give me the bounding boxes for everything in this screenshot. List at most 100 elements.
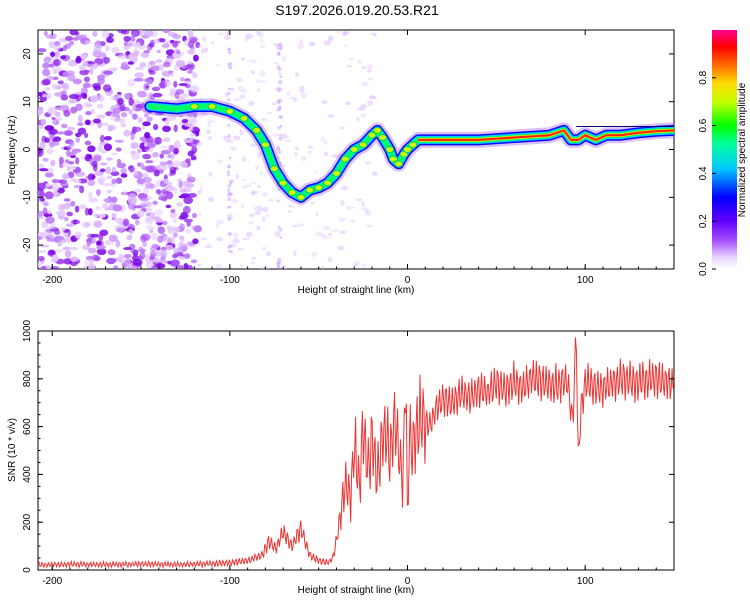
noise-speckle: [142, 146, 150, 150]
noise-speckle: [327, 114, 335, 119]
noise-speckle: [54, 117, 63, 121]
noise-speckle: [58, 156, 64, 165]
noise-speckle: [66, 211, 74, 217]
noise-speckle: [100, 162, 108, 166]
noise-speckle: [122, 218, 130, 227]
noise-speckle: [281, 55, 287, 62]
noise-speckle: [184, 122, 193, 127]
noise-speckle: [82, 82, 92, 89]
noise-speckle: [277, 156, 280, 160]
noise-speckle: [183, 196, 194, 205]
noise-speckle: [279, 236, 283, 239]
noise-speckle: [274, 231, 281, 237]
noise-speckle: [260, 38, 264, 44]
noise-speckle: [80, 92, 88, 99]
noise-speckle: [341, 187, 350, 190]
noise-speckle: [276, 264, 280, 268]
noise-speckle: [68, 161, 75, 165]
noise-speckle: [188, 192, 198, 198]
noise-speckle: [290, 96, 296, 100]
noise-speckle: [38, 191, 46, 198]
noise-speckle: [139, 234, 147, 243]
noise-speckle: [248, 100, 255, 107]
noise-speckle: [123, 45, 130, 51]
noise-speckle: [227, 91, 231, 96]
top-x-tick-label: -100: [220, 275, 240, 286]
noise-speckle: [210, 41, 214, 45]
noise-speckle: [182, 205, 191, 214]
noise-speckle: [118, 253, 124, 260]
noise-speckle: [67, 73, 76, 82]
noise-speckle: [74, 231, 82, 239]
noise-speckle: [143, 83, 150, 91]
noise-speckle: [233, 98, 242, 101]
noise-speckle: [123, 35, 131, 42]
noise-speckle: [355, 198, 363, 201]
noise-speckle: [298, 38, 304, 45]
noise-speckle: [227, 164, 232, 169]
noise-speckle: [130, 152, 141, 160]
noise-speckle: [151, 243, 160, 249]
noise-speckle: [255, 79, 260, 84]
noise-speckle: [196, 263, 203, 267]
noise-speckle: [139, 197, 149, 202]
noise-speckle: [245, 33, 254, 39]
bottom-x-tick-label: 100: [577, 576, 594, 587]
noise-speckle: [367, 68, 372, 73]
ridge-blob: [394, 160, 404, 168]
noise-speckle: [46, 148, 54, 155]
colorbar-gradient: [712, 30, 737, 269]
noise-speckle: [103, 57, 111, 64]
noise-speckle: [191, 212, 197, 219]
noise-speckle: [67, 61, 77, 67]
noise-speckle: [57, 242, 62, 247]
noise-speckle: [134, 66, 144, 71]
noise-speckle: [242, 156, 246, 163]
noise-speckle: [162, 61, 171, 68]
noise-speckle: [176, 96, 186, 104]
noise-speckle: [190, 156, 197, 161]
colorbar-tick-label: 0.0: [698, 262, 709, 276]
top-y-tick-label: 0: [22, 146, 33, 152]
noise-speckle: [172, 253, 178, 259]
noise-speckle: [330, 229, 339, 232]
noise-speckle: [250, 143, 258, 147]
noise-speckle: [169, 166, 177, 174]
noise-speckle: [85, 110, 92, 116]
noise-speckle: [276, 87, 282, 93]
noise-speckle: [84, 132, 89, 139]
noise-speckle: [87, 247, 97, 254]
noise-speckle: [115, 239, 121, 248]
noise-speckle: [227, 191, 231, 195]
noise-speckle: [256, 225, 261, 231]
noise-speckle: [309, 41, 316, 47]
noise-speckle: [215, 263, 223, 269]
noise-speckle: [134, 188, 142, 193]
noise-speckle: [60, 55, 67, 60]
noise-speckle: [265, 214, 271, 218]
ridge-blob: [296, 193, 306, 201]
noise-speckle: [48, 250, 56, 256]
noise-speckle: [145, 165, 155, 173]
noise-speckle: [38, 147, 43, 155]
noise-speckle: [160, 249, 168, 257]
noise-speckle: [227, 194, 230, 197]
noise-speckle: [235, 77, 242, 82]
noise-speckle: [173, 80, 178, 88]
noise-speckle: [187, 30, 194, 38]
noise-speckle: [267, 198, 274, 202]
bottom-y-tick-label: 0: [22, 567, 33, 573]
noise-speckle: [110, 171, 120, 177]
noise-speckle: [70, 106, 78, 114]
noise-speckle: [45, 216, 55, 224]
ridge-blob: [239, 114, 249, 122]
noise-speckle: [276, 145, 281, 150]
noise-speckle: [227, 205, 230, 209]
noise-speckle: [112, 204, 123, 212]
noise-speckle: [167, 260, 172, 265]
noise-speckle: [239, 263, 244, 268]
noise-speckle: [228, 244, 233, 249]
noise-speckle: [259, 70, 266, 77]
noise-speckle: [258, 31, 264, 38]
